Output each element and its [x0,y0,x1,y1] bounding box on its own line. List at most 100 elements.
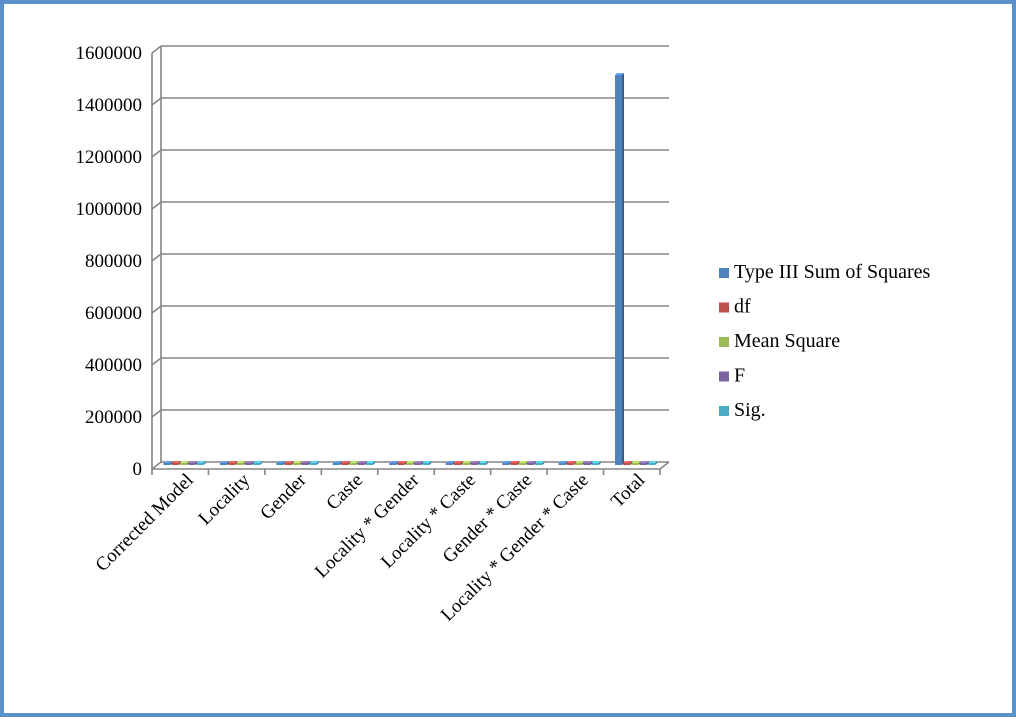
bar [518,461,528,465]
gridline-depth [151,253,162,262]
bar-front [301,463,309,465]
bar-top [527,461,537,463]
bar-top [462,461,472,463]
bar-top [453,461,463,463]
bar-top [414,461,424,463]
x-axis-depth-line [659,461,670,470]
axes [151,46,670,475]
bar [397,461,407,465]
bar-side [373,461,376,465]
bar-front [253,463,261,465]
bar-side [517,461,520,465]
bar [527,461,537,465]
bar [332,461,342,465]
bar-front [462,463,470,465]
bar-side [534,461,537,465]
bar-top [228,461,238,463]
bar [631,461,641,465]
bar-top [357,461,367,463]
bar-front [478,463,486,465]
legend-swatch [719,337,729,347]
bar-front [631,463,639,465]
bar [284,461,294,465]
bar-side [429,461,432,465]
bar-top [575,461,585,463]
bar [502,461,512,465]
bar-front [414,463,422,465]
bar [301,461,311,465]
y-axis-ticks: 0 200000 400000 600000 800000 1000000 1200000 1… [76,43,143,480]
bar-chart: 0 200000 400000 600000 800000 1000000 1200000 1… [76,43,931,626]
bar [292,461,302,465]
bar [639,461,649,465]
legend: Type III Sum of Squares df Mean Square F Sig… [719,261,931,421]
bar [196,461,206,465]
bar-front [349,463,357,465]
bar-side [243,461,246,465]
bar-side [339,461,342,465]
bar-front [284,463,292,465]
y-tick-label: 1200000 [76,147,143,168]
y-tick-label: 1400000 [76,95,143,116]
bar [219,461,229,465]
bar-front [575,463,583,465]
y-tick-label: 800000 [85,251,142,272]
bar-side [630,461,633,465]
y-tick-label: 1600000 [76,43,143,64]
bar-side [299,461,302,465]
bar-top [349,461,359,463]
bar [478,461,488,465]
bar-front [558,463,566,465]
bar-top [180,461,190,463]
bar-side [348,461,351,465]
bar-front [196,463,204,465]
bar-side [485,461,488,465]
gridline-depth [151,201,162,210]
legend-swatch [719,302,729,313]
bar-front [163,463,171,465]
bar-side [573,461,576,465]
bar [228,461,238,465]
bar-side [525,461,528,465]
bar-front [171,463,179,465]
gridline-depth [151,45,162,54]
bar-front [639,463,647,465]
bar-top [422,461,432,463]
gridline-depth [151,461,162,470]
bar [188,461,198,465]
bar [414,461,424,465]
bar-top [470,461,480,463]
legend-swatch [719,371,729,382]
gridlines [151,45,669,470]
bar [453,461,463,465]
bar-top [196,461,206,463]
gridline-depth [151,305,162,314]
bar-front [188,463,196,465]
bar-side [598,461,601,465]
bar [253,461,263,465]
x-category-label: Locality [195,469,255,529]
bar [357,461,367,465]
bar-side [421,461,424,465]
bar [422,461,432,465]
bar-front [357,463,365,465]
bar-top [405,461,415,463]
bar-side [412,461,415,465]
bar-top [510,461,520,463]
bar [575,461,585,465]
bar-front [276,463,284,465]
bar-front [180,463,188,465]
bar [244,461,254,465]
bar [276,461,286,465]
bar [163,461,173,465]
bar-top [631,461,641,463]
bar-front [341,463,349,465]
bar-side [452,461,455,465]
bar-front [244,463,252,465]
bar [566,461,576,465]
bar-front [535,463,543,465]
x-category-label: Caste [322,470,367,515]
bar-top [615,73,625,75]
bar-side [655,461,658,465]
bar-side [187,461,190,465]
